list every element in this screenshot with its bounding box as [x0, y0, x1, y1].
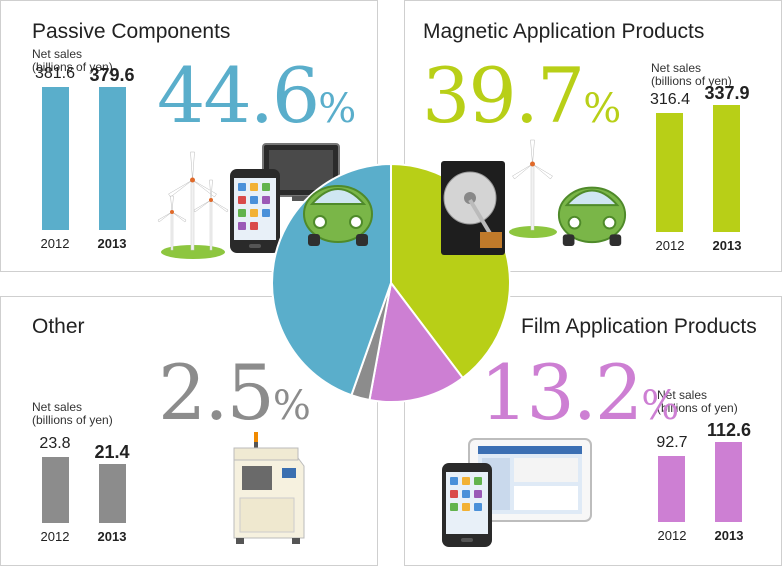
magnetic-title: Magnetic Application Products — [423, 20, 705, 43]
percent-sign: % — [641, 383, 680, 429]
passive-percentage: 44.6% — [157, 58, 356, 147]
bar-2012 — [656, 113, 683, 232]
smartphone-icon — [230, 169, 280, 253]
bar-2013 — [99, 87, 126, 230]
passive-title: Passive Components — [32, 20, 231, 43]
net-sales-line2: (billions of yen) — [651, 74, 732, 88]
value-label-2013: 379.6 — [89, 65, 135, 86]
tablet-icon — [468, 438, 592, 522]
passive-bar-chart: 381.6 379.6 2012 2013 — [20, 65, 150, 251]
year-label-2013: 2013 — [97, 236, 127, 251]
value-label-2012: 23.8 — [39, 434, 71, 452]
bar-2012 — [658, 456, 685, 522]
bar-2012 — [42, 86, 69, 230]
smartphone-icon — [442, 463, 492, 547]
other-percentage-value: 2.5 — [158, 348, 275, 437]
net-sales-line2: (billions of yen) — [657, 401, 738, 415]
bar-2012 — [42, 456, 69, 523]
value-label-2013: 112.6 — [706, 420, 752, 441]
percent-sign: % — [318, 86, 357, 132]
year-label-2013: 2013 — [714, 528, 744, 543]
value-label-2013: 337.9 — [704, 83, 750, 104]
net-sales-line1: Net sales — [32, 400, 83, 414]
year-label-2012: 2012 — [655, 238, 685, 253]
other-net-sales-label: Net sales (billions of yen) — [32, 401, 113, 427]
bar-2013 — [713, 105, 740, 232]
hard-disk-icon — [441, 161, 505, 255]
manufacturing-equipment-icon — [233, 432, 305, 544]
car-icon — [557, 186, 627, 247]
value-label-2012: 316.4 — [649, 91, 691, 109]
year-label-2012: 2012 — [657, 528, 687, 543]
other-percentage: 2.5% — [158, 355, 311, 444]
film-title: Film Application Products — [521, 315, 757, 338]
net-sales-line2: (billions of yen) — [32, 60, 113, 74]
film-percentage: 13.2% — [480, 355, 679, 444]
passive-net-sales-label: Net sales (billions of yen) — [32, 48, 113, 74]
magnetic-percentage-value: 39.7 — [422, 51, 585, 140]
magnetic-bar-chart: 316.4 337.9 2012 2013 — [640, 83, 770, 253]
magnetic-percentage: 39.7% — [422, 58, 621, 147]
year-label-2012: 2012 — [40, 236, 70, 251]
year-label-2013: 2013 — [97, 529, 127, 544]
year-label-2012: 2012 — [40, 529, 70, 544]
bar-2013 — [715, 442, 742, 522]
value-label-2012: 92.7 — [656, 434, 688, 452]
bar-2013 — [99, 463, 126, 523]
film-bar-chart: 92.7 112.6 2012 2013 — [640, 420, 770, 543]
percent-sign: % — [583, 86, 622, 132]
other-title: Other — [32, 315, 85, 338]
wind-turbine-icon — [157, 151, 229, 259]
net-sales-line1: Net sales — [657, 388, 708, 402]
passive-percentage-value: 44.6 — [157, 51, 320, 140]
net-sales-line1: Net sales — [651, 61, 702, 75]
magnetic-net-sales-label: Net sales (billions of yen) — [651, 62, 732, 88]
percent-sign: % — [272, 383, 311, 429]
wind-turbine-icon — [509, 139, 557, 238]
pie-slice-film — [368, 280, 465, 403]
value-label-2013: 21.4 — [94, 441, 130, 462]
film-percentage-value: 13.2 — [480, 348, 643, 437]
net-sales-line1: Net sales — [32, 47, 83, 61]
year-label-2013: 2013 — [712, 238, 742, 253]
value-label-2012: 381.6 — [34, 64, 76, 82]
car-icon — [303, 185, 373, 246]
other-bar-chart: 23.8 21.4 2012 2013 — [20, 435, 150, 544]
net-sales-line2: (billions of yen) — [32, 413, 113, 427]
film-net-sales-label: Net sales (billions of yen) — [657, 389, 738, 415]
